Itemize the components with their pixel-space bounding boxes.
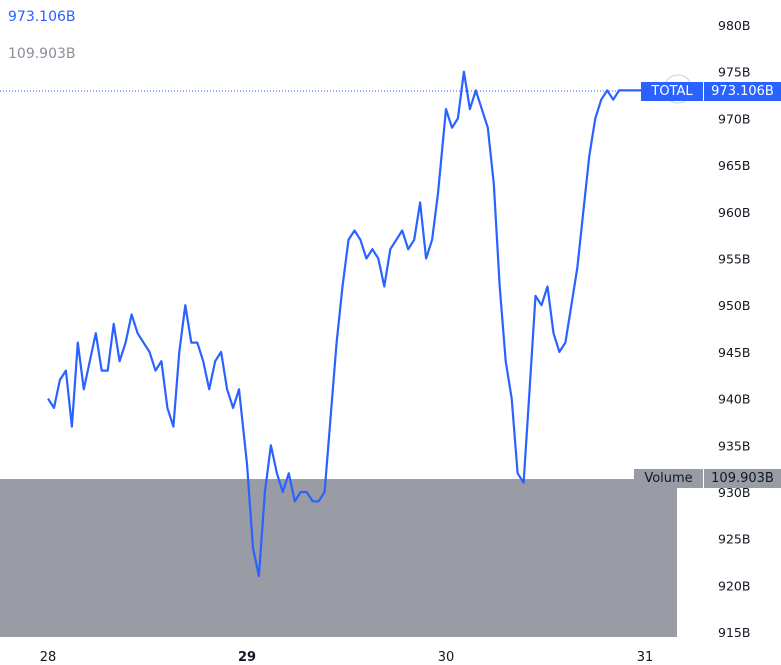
y-tick-label: 925B [718,532,750,547]
y-tick-label: 965B [718,158,750,173]
y-tick-label: 975B [718,65,750,80]
total-label-badge: TOTAL [641,82,703,101]
x-tick-label: 29 [238,650,256,665]
volume-value-badge: 109.903B [704,469,781,488]
y-tick-label: 940B [718,392,750,407]
x-tick-label: 28 [40,650,57,665]
y-tick-label: 950B [718,298,750,313]
header-total-value: 973.106B [8,9,76,25]
volume-label-badge: Volume [634,469,703,488]
total-value-badge: 973.106B [704,82,781,101]
y-tick-label: 945B [718,345,750,360]
y-tick-label: 930B [718,485,750,500]
volume-bar [0,479,677,637]
header-volume-value: 109.903B [8,46,76,62]
x-tick-label: 31 [637,650,654,665]
y-tick-label: 970B [718,111,750,126]
x-tick-label: 30 [438,650,455,665]
y-tick-label: 915B [718,625,750,640]
y-tick-label: 935B [718,438,750,453]
price-series-line [47,70,681,578]
y-tick-label: 920B [718,578,750,593]
y-tick-label: 955B [718,252,750,267]
y-tick-label: 960B [718,205,750,220]
y-tick-label: 980B [718,18,750,33]
